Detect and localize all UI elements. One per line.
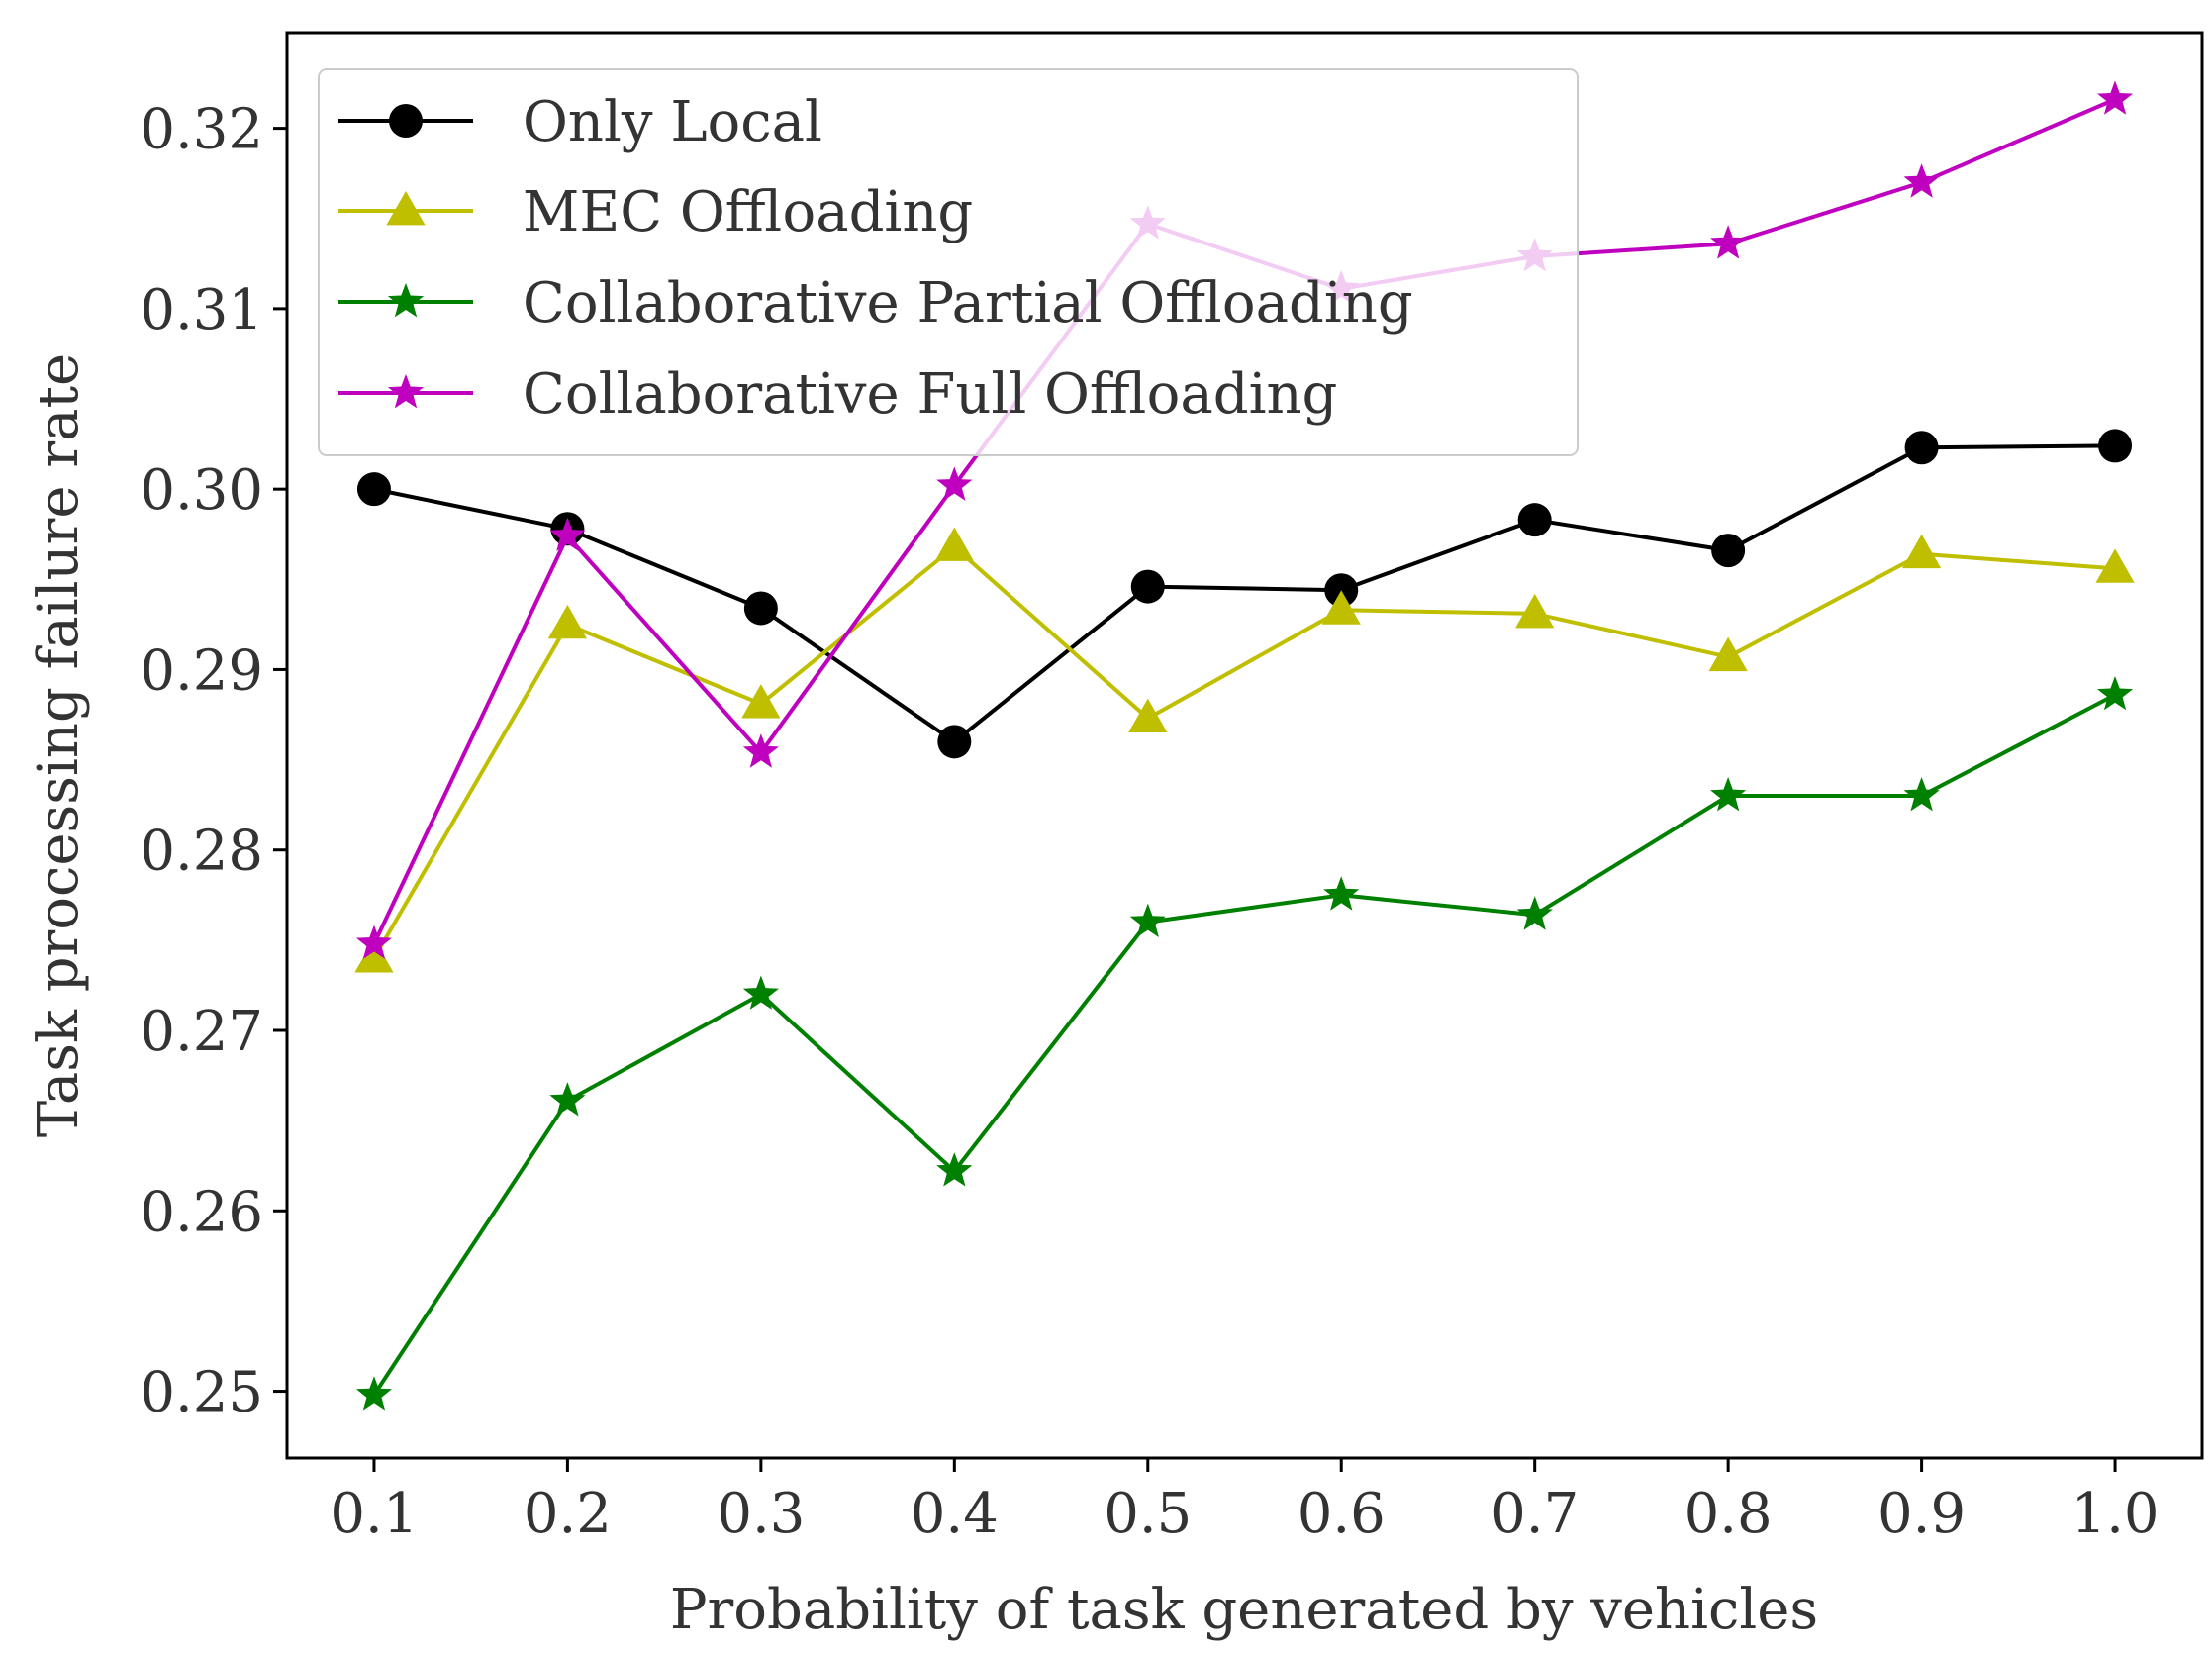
x-tick-label: 0.6: [1298, 1482, 1386, 1546]
data-point: [1321, 590, 1361, 625]
data-point: [1323, 876, 1360, 911]
legend-entry: Collaborative Partial Offloading: [338, 271, 1413, 336]
data-point: [1130, 569, 1165, 604]
data-point: [355, 925, 392, 959]
x-tick-label: 0.9: [1877, 1482, 1966, 1546]
data-point: [355, 1376, 392, 1411]
y-axis-label: Task processing failure rate: [27, 353, 91, 1137]
legend-label: Collaborative Partial Offloading: [523, 271, 1413, 336]
series-collaborative-partial-offloading: [355, 676, 2134, 1411]
data-point: [549, 517, 586, 551]
data-point: [2098, 429, 2133, 463]
x-tick-label: 0.2: [524, 1482, 612, 1546]
data-point: [936, 1152, 973, 1187]
x-tick-label: 0.8: [1684, 1482, 1773, 1546]
legend-box: [318, 68, 1579, 456]
data-point: [742, 975, 779, 1010]
legend-marker: [387, 374, 425, 409]
y-tick-label: 0.29: [140, 638, 263, 703]
data-point: [934, 527, 974, 561]
data-point: [547, 604, 588, 639]
series-line: [372, 544, 2116, 960]
y-tick-label: 0.32: [140, 98, 263, 162]
series-line: [373, 443, 2116, 744]
series-mec-offloading: [354, 527, 2135, 973]
ticks-layer: 0.1 0.2 0.3 0.4 0.5 0.6 0.7 0.8 0.9 1.0 0.25 0.26 0.…: [140, 98, 2159, 1546]
x-tick-label: 0.7: [1491, 1482, 1579, 1546]
data-point: [1904, 431, 1939, 465]
legend-entry: Only Local: [338, 90, 822, 154]
data-point: [743, 591, 778, 626]
y-tick-label: 0.27: [140, 1000, 263, 1064]
y-tick-label: 0.31: [140, 278, 263, 342]
y-tick-label: 0.28: [140, 820, 263, 884]
data-point: [2095, 548, 2135, 583]
data-point: [354, 938, 394, 973]
x-tick-label: 0.5: [1104, 1482, 1192, 1546]
data-point: [937, 725, 972, 759]
x-tick-label: 0.1: [330, 1482, 418, 1546]
y-tick-label: 0.30: [140, 458, 263, 523]
data-point: [1710, 777, 1747, 812]
legend-entry: Collaborative Full Offloading: [338, 362, 1337, 427]
data-point: [1128, 698, 1168, 733]
x-tick-label: 0.3: [717, 1482, 805, 1546]
x-tick-label: 1.0: [2071, 1482, 2160, 1546]
data-point: [1710, 225, 1747, 259]
data-point: [1517, 503, 1552, 537]
data-point: [1903, 777, 1940, 812]
series-line: [372, 693, 2116, 1397]
legend-label: Only Local: [523, 90, 822, 154]
x-tick-label: 0.4: [911, 1482, 999, 1546]
data-point: [742, 733, 779, 768]
data-point: [741, 684, 781, 719]
series-layer: [354, 80, 2135, 1411]
legend-entries: Only Local MEC Offloading Collaborative Pa…: [338, 90, 1413, 427]
legend-marker: [389, 104, 423, 138]
data-point: [1901, 534, 1942, 569]
legend-label: Collaborative Full Offloading: [523, 362, 1337, 427]
legend-marker: [387, 283, 425, 318]
data-point: [2097, 80, 2134, 115]
legend-entry: MEC Offloading: [338, 180, 973, 244]
data-point: [936, 466, 973, 501]
x-axis-label: Probability of task generated by vehicle…: [670, 1578, 1818, 1642]
data-point: [356, 472, 391, 507]
data-point: [2097, 676, 2134, 711]
y-tick-label: 0.26: [140, 1180, 263, 1244]
data-point: [1324, 573, 1359, 608]
data-point: [1129, 903, 1166, 937]
legend-label: MEC Offloading: [523, 180, 973, 244]
legend: Only Local MEC Offloading Collaborative Pa…: [318, 68, 1579, 456]
data-point: [1708, 636, 1748, 672]
data-point: [1711, 534, 1746, 568]
data-point: [549, 1082, 586, 1117]
legend-marker: [386, 191, 426, 226]
data-point: [1903, 163, 1940, 198]
y-tick-label: 0.25: [140, 1361, 263, 1425]
plot-area-frame: [285, 31, 2204, 1460]
series-only-local: [356, 429, 2133, 759]
data-point: [1516, 896, 1553, 930]
data-point: [1515, 593, 1555, 629]
